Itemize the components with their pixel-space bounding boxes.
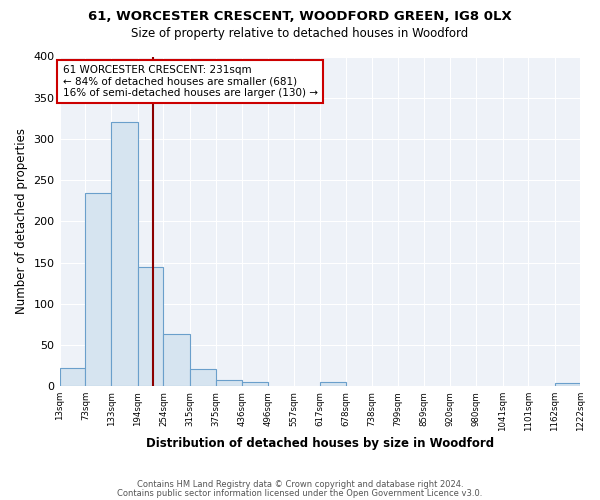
Text: Contains public sector information licensed under the Open Government Licence v3: Contains public sector information licen… <box>118 488 482 498</box>
Bar <box>215 380 242 386</box>
Bar <box>190 369 215 386</box>
Bar <box>163 334 190 386</box>
Bar <box>85 192 111 386</box>
Text: Contains HM Land Registry data © Crown copyright and database right 2024.: Contains HM Land Registry data © Crown c… <box>137 480 463 489</box>
Bar <box>320 382 346 386</box>
Text: 61, WORCESTER CRESCENT, WOODFORD GREEN, IG8 0LX: 61, WORCESTER CRESCENT, WOODFORD GREEN, … <box>88 10 512 23</box>
Bar <box>111 122 137 386</box>
Bar <box>137 266 163 386</box>
X-axis label: Distribution of detached houses by size in Woodford: Distribution of detached houses by size … <box>146 437 494 450</box>
Text: 61 WORCESTER CRESCENT: 231sqm
← 84% of detached houses are smaller (681)
16% of : 61 WORCESTER CRESCENT: 231sqm ← 84% of d… <box>62 64 317 98</box>
Y-axis label: Number of detached properties: Number of detached properties <box>15 128 28 314</box>
Text: Size of property relative to detached houses in Woodford: Size of property relative to detached ho… <box>131 28 469 40</box>
Bar <box>554 383 580 386</box>
Bar <box>242 382 268 386</box>
Bar <box>59 368 85 386</box>
